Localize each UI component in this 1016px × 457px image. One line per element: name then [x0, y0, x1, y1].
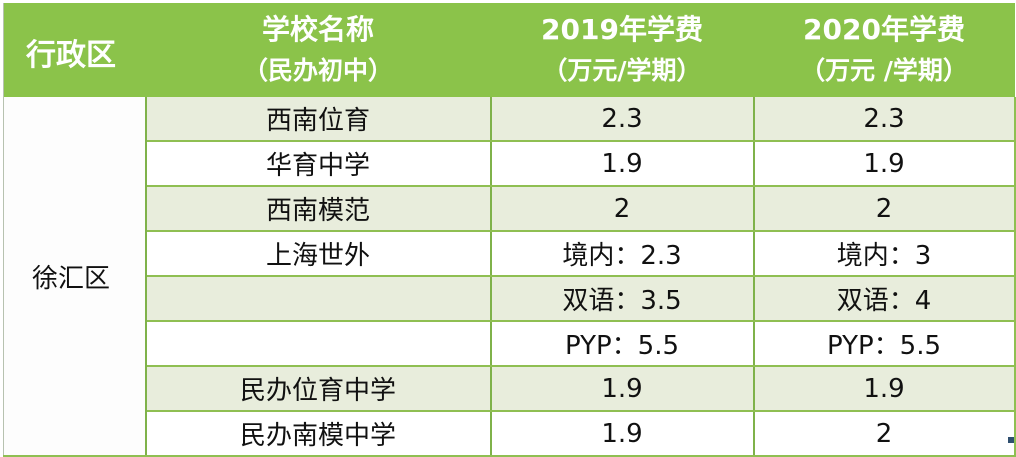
fee-2019-cell: 2 — [489, 186, 755, 232]
table-row: 双语：3.5 双语：4 — [4, 276, 1016, 322]
table-row: 华育中学 1.9 1.9 — [4, 141, 1016, 187]
table-row: 西南模范 2 2 — [4, 186, 1016, 232]
header-district: 行政区 — [3, 3, 146, 97]
school-name-cell: 西南位育 — [144, 97, 492, 142]
school-name-cell — [144, 276, 492, 322]
fee-2020-cell: 双语：4 — [752, 276, 1016, 322]
header-row: 行政区 学校名称 （民办初中） 2019年学费 （万元/学期） 2020年学费 … — [3, 3, 1015, 97]
header-school-subtitle: （民办初中） — [242, 56, 393, 85]
table-row: 上海世外 境内：2.3 境内：3 — [4, 231, 1016, 277]
resize-handle-icon — [1008, 437, 1014, 443]
header-fee-2020-unit: （万元 /学期） — [800, 56, 968, 85]
fee-2019-cell: 1.9 — [489, 366, 755, 412]
table-row: 民办位育中学 1.9 1.9 — [4, 366, 1016, 412]
header-fee-2020-title: 2020年学费 — [803, 13, 965, 46]
fee-2020-cell: 境内：3 — [752, 231, 1016, 277]
header-fee-2019-title: 2019年学费 — [541, 13, 703, 46]
header-school: 学校名称 （民办初中） — [145, 3, 491, 97]
fee-2020-cell: 2.3 — [752, 97, 1016, 142]
school-name-cell — [144, 321, 492, 367]
fee-2019-cell: PYP：5.5 — [489, 321, 755, 367]
school-name-cell: 西南模范 — [144, 186, 492, 232]
table-row: 徐汇区 西南位育 2.3 2.3 — [3, 97, 1016, 457]
fee-2020-cell: PYP：5.5 — [752, 321, 1016, 367]
tuition-table: 行政区 学校名称 （民办初中） 2019年学费 （万元/学期） 2020年学费 … — [3, 3, 1016, 457]
district-cell: 徐汇区 — [3, 97, 147, 457]
fee-2019-cell: 1.9 — [489, 141, 755, 187]
fee-2020-cell: 2 — [752, 186, 1016, 232]
header-fee-2019: 2019年学费 （万元/学期） — [490, 3, 754, 97]
fee-2019-cell: 境内：2.3 — [489, 231, 755, 277]
fee-2019-cell: 双语：3.5 — [489, 276, 755, 322]
fee-2020-cell: 2 — [752, 411, 1016, 457]
school-name-cell: 民办位育中学 — [144, 366, 492, 412]
school-name-cell: 民办南模中学 — [144, 411, 492, 457]
table-header: 行政区 学校名称 （民办初中） 2019年学费 （万元/学期） 2020年学费 … — [3, 3, 1015, 97]
school-name-cell: 华育中学 — [144, 141, 492, 187]
fee-2020-cell: 1.9 — [752, 366, 1016, 412]
header-fee-2019-unit: （万元/学期） — [542, 56, 702, 85]
table-row: PYP：5.5 PYP：5.5 — [4, 321, 1016, 367]
fee-2020-cell: 1.9 — [752, 141, 1016, 187]
table-body: 徐汇区 西南位育 2.3 2.3 华育中学 1.9 1.9 西南模范 2 2 上… — [3, 97, 1016, 457]
table-row: 民办南模中学 1.9 2 — [4, 411, 1016, 457]
fee-2019-cell: 1.9 — [489, 411, 755, 457]
fee-2019-cell: 2.3 — [489, 97, 755, 142]
header-school-title: 学校名称 — [261, 13, 374, 46]
school-name-cell: 上海世外 — [144, 231, 492, 277]
header-fee-2020: 2020年学费 （万元 /学期） — [753, 3, 1015, 97]
